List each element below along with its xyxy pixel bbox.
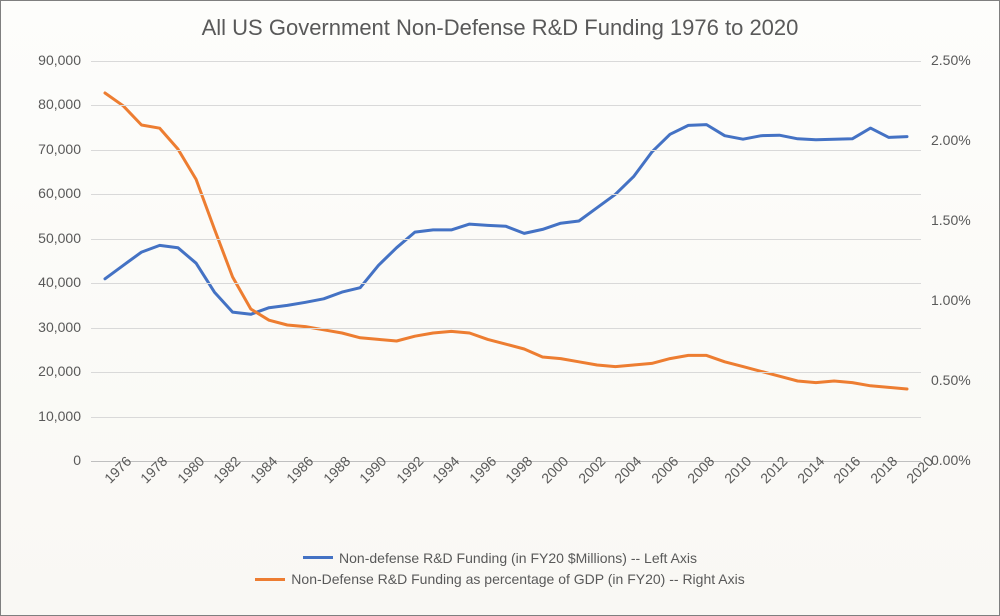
- y1-tick-label: 0: [1, 452, 81, 468]
- y1-tick-label: 70,000: [1, 141, 81, 157]
- y1-tick-label: 30,000: [1, 319, 81, 335]
- y1-tick-label: 50,000: [1, 230, 81, 246]
- legend-item: Non-Defense R&D Funding as percentage of…: [255, 571, 744, 587]
- y2-tick-label: 2.50%: [931, 52, 971, 68]
- gridline: [91, 105, 921, 106]
- gridline: [91, 461, 921, 462]
- gridline: [91, 328, 921, 329]
- gridline: [91, 417, 921, 418]
- chart-container: All US Government Non-Defense R&D Fundin…: [0, 0, 1000, 616]
- y2-tick-label: 2.00%: [931, 132, 971, 148]
- gridline: [91, 283, 921, 284]
- chart-lines-svg: [91, 61, 921, 461]
- legend-swatch: [255, 578, 285, 581]
- series-funding-line: [105, 125, 907, 315]
- legend: Non-defense R&D Funding (in FY20 $Millio…: [1, 546, 999, 589]
- y2-tick-label: 0.50%: [931, 372, 971, 388]
- plot-area: [91, 61, 921, 461]
- y2-tick-label: 1.50%: [931, 212, 971, 228]
- y2-tick-label: 0.00%: [931, 452, 971, 468]
- gridline: [91, 372, 921, 373]
- y1-tick-label: 10,000: [1, 408, 81, 424]
- y1-tick-label: 80,000: [1, 96, 81, 112]
- legend-label: Non-defense R&D Funding (in FY20 $Millio…: [339, 550, 697, 566]
- legend-item: Non-defense R&D Funding (in FY20 $Millio…: [303, 550, 697, 566]
- gridline: [91, 61, 921, 62]
- y2-tick-label: 1.00%: [931, 292, 971, 308]
- legend-swatch: [303, 556, 333, 559]
- legend-label: Non-Defense R&D Funding as percentage of…: [291, 571, 744, 587]
- y1-tick-label: 90,000: [1, 52, 81, 68]
- y1-tick-label: 40,000: [1, 274, 81, 290]
- gridline: [91, 239, 921, 240]
- y1-tick-label: 60,000: [1, 185, 81, 201]
- chart-title: All US Government Non-Defense R&D Fundin…: [1, 15, 999, 41]
- gridline: [91, 194, 921, 195]
- y1-tick-label: 20,000: [1, 363, 81, 379]
- gridline: [91, 150, 921, 151]
